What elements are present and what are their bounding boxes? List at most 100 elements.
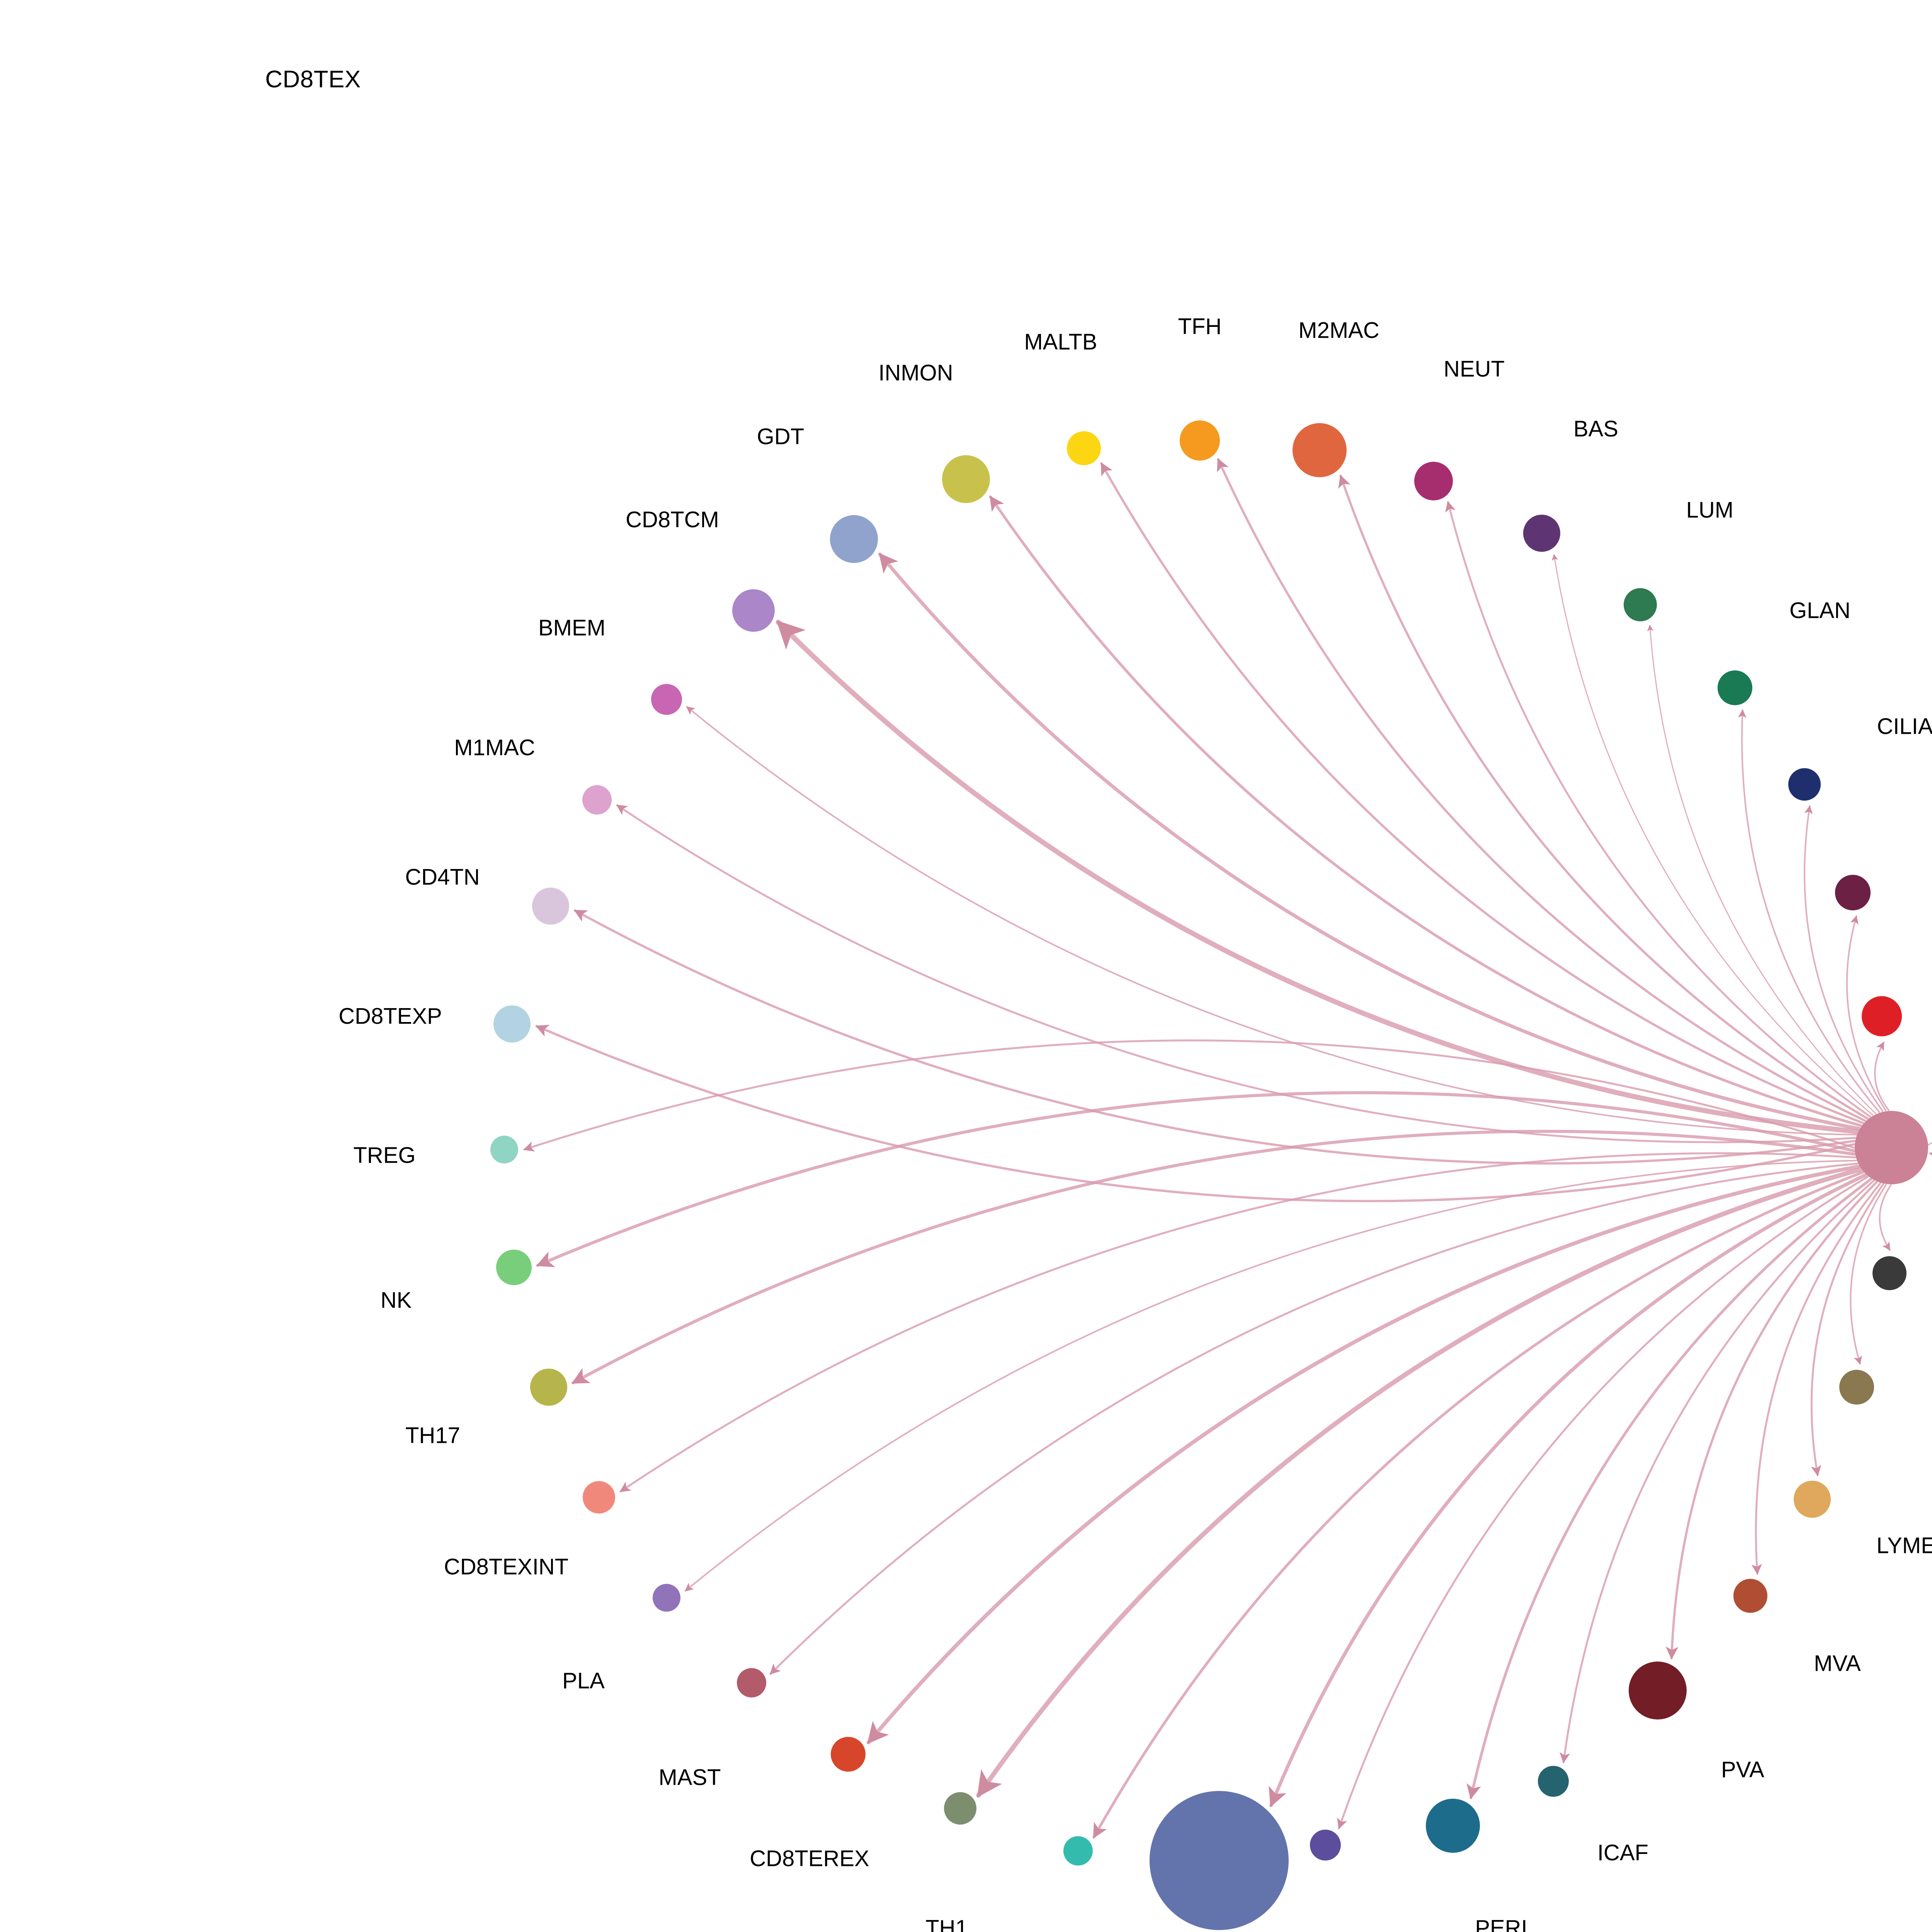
edge-cd8tex-to-cd8terex <box>866 1164 1861 1745</box>
node-m2mac[interactable] <box>1293 423 1347 477</box>
node-th1[interactable] <box>944 1792 976 1825</box>
edge-path <box>523 1039 1855 1152</box>
edge-path <box>1269 1173 1867 1807</box>
edge-cd8tex-to-incaf <box>1269 1173 1867 1807</box>
edge-path <box>1100 462 1864 1124</box>
edge-cd8tex-to-smc <box>1337 1175 1869 1830</box>
edge-path <box>684 1160 1857 1592</box>
node-cd8texp[interactable] <box>493 1005 531 1043</box>
edge-path <box>776 619 1860 1134</box>
node-fib[interactable] <box>1872 1256 1906 1290</box>
edge-path <box>1810 1183 1884 1476</box>
edge-path <box>1337 1175 1869 1830</box>
edge-path <box>535 1025 1855 1202</box>
node-peri[interactable] <box>1426 1799 1480 1853</box>
edge-cd8tex-to-mast <box>769 1162 1859 1675</box>
edge-path <box>571 1129 1856 1384</box>
edge-cd8tex-to-bas <box>1551 554 1874 1116</box>
edge-path <box>989 495 1862 1127</box>
node-cd8teff[interactable] <box>1063 1836 1093 1866</box>
edge-path <box>1874 1041 1889 1111</box>
edge-cd8tex-to-pla <box>684 1160 1857 1592</box>
edge-path <box>1338 474 1869 1120</box>
node-incaf[interactable] <box>1150 1791 1289 1930</box>
node-maltb[interactable] <box>1067 431 1101 465</box>
edge-cd8tex-to-maltb <box>1100 462 1864 1124</box>
edge-path <box>1751 1182 1881 1575</box>
node-lum[interactable] <box>1624 588 1657 621</box>
edge-cd8tex-to-th17 <box>571 1129 1856 1384</box>
edge-path <box>1092 1170 1865 1839</box>
edge-cd8tex-to-cd8texint <box>619 1152 1856 1493</box>
page-title: CD8TEX <box>265 66 361 93</box>
edge-cd8tex-to-th1 <box>976 1167 1863 1798</box>
node-gdt[interactable] <box>830 515 878 563</box>
node-cd8terex[interactable] <box>831 1737 866 1772</box>
node-surf[interactable] <box>1835 875 1871 910</box>
node-treg[interactable] <box>490 1136 518 1163</box>
node-bas[interactable] <box>1523 515 1560 552</box>
node-th17[interactable] <box>530 1369 567 1406</box>
edge-path <box>878 552 1861 1131</box>
node-lymend[interactable] <box>1794 1481 1831 1518</box>
node-bmem[interactable] <box>651 684 682 715</box>
edge-layer <box>523 458 1932 1839</box>
node-myofib[interactable] <box>1839 1370 1874 1405</box>
edge-path <box>536 1091 1856 1267</box>
node-nk[interactable] <box>496 1250 532 1285</box>
node-cd8texint[interactable] <box>583 1481 615 1514</box>
edge-cd8tex-to-cd8teff <box>1092 1170 1865 1839</box>
edge-cd8tex-to-glan <box>1738 709 1880 1113</box>
node-glan[interactable] <box>1718 670 1752 705</box>
node-smc[interactable] <box>1310 1830 1341 1861</box>
node-mast[interactable] <box>737 1668 766 1697</box>
edge-path <box>619 1152 1856 1493</box>
edge-path <box>1738 709 1880 1113</box>
node-icaf[interactable] <box>1538 1766 1569 1797</box>
edge-path <box>1217 458 1867 1122</box>
edge-cd8tex-to-neut <box>1445 501 1871 1118</box>
edge-cd8tex-to-surf <box>1846 915 1887 1112</box>
edge-path <box>1647 624 1876 1114</box>
edge-path <box>866 1164 1861 1745</box>
edge-cd8tex-to-tfh <box>1217 458 1867 1122</box>
edge-path <box>616 804 1856 1143</box>
edge-cd8tex-to-cd8tcm <box>776 619 1860 1134</box>
node-m1mac[interactable] <box>582 785 612 815</box>
edge-cd8tex-to-myofib <box>1850 1184 1887 1365</box>
edge-path <box>1551 554 1874 1116</box>
node-mva[interactable] <box>1733 1579 1767 1613</box>
edge-cd8tex-to-cilia <box>1804 805 1884 1112</box>
edge-cd8tex-to-lum <box>1647 624 1876 1114</box>
edge-path <box>1560 1180 1875 1764</box>
node-tfh[interactable] <box>1180 420 1220 461</box>
edge-path <box>1466 1177 1872 1799</box>
node-cd8tex[interactable] <box>1855 1111 1928 1184</box>
edge-path <box>1850 1184 1887 1365</box>
edge-cd8tex-to-stm <box>1874 1041 1889 1111</box>
node-pla[interactable] <box>653 1584 680 1612</box>
edge-cd8tex-to-m2mac <box>1338 474 1869 1120</box>
node-cilia[interactable] <box>1788 768 1821 801</box>
edge-path <box>573 909 1856 1165</box>
edge-cd8tex-to-treg <box>523 1039 1855 1152</box>
edge-path <box>686 706 1857 1136</box>
edge-path <box>1879 1184 1892 1251</box>
edge-cd8tex-to-nk <box>536 1091 1856 1267</box>
edge-cd8tex-to-lymend <box>1810 1183 1884 1476</box>
edge-cd8tex-to-inmon <box>989 495 1862 1127</box>
edge-cd8tex-to-fib <box>1879 1184 1892 1251</box>
edge-path <box>1445 501 1871 1118</box>
node-inmon[interactable] <box>942 455 990 503</box>
node-pva[interactable] <box>1629 1662 1687 1719</box>
node-stm[interactable] <box>1862 996 1902 1036</box>
node-cd8tcm[interactable] <box>732 589 775 632</box>
node-neut[interactable] <box>1414 462 1453 500</box>
edge-path <box>769 1162 1859 1675</box>
edge-path <box>976 1167 1863 1798</box>
edge-path <box>1665 1181 1878 1660</box>
node-cd4tn[interactable] <box>532 888 569 925</box>
edge-cd8tex-to-mva <box>1751 1182 1881 1575</box>
